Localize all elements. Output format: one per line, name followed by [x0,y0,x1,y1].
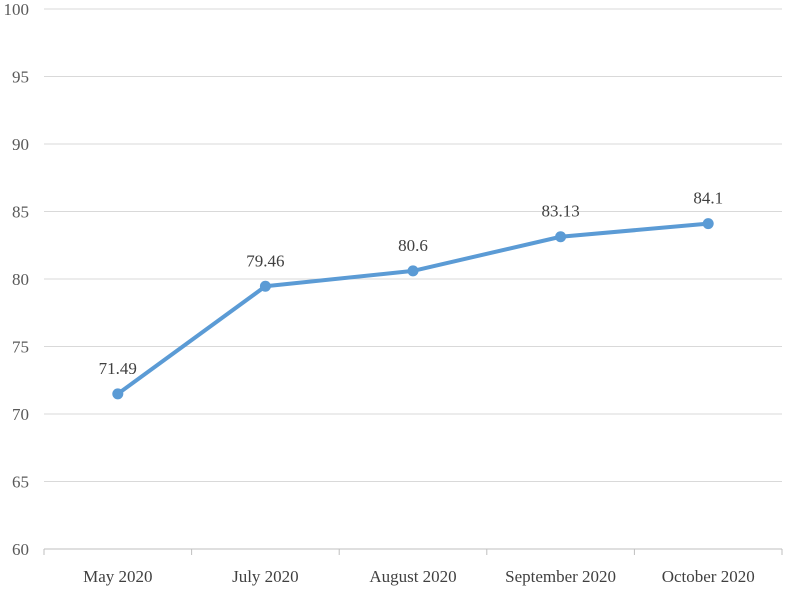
y-tick-label: 70 [12,405,29,424]
y-tick-label: 80 [12,270,29,289]
y-tick-label: 60 [12,540,29,559]
data-label: 71.49 [99,359,137,378]
y-tick-label: 95 [12,68,29,87]
data-point-marker [407,265,419,277]
gridlines [44,8,782,482]
y-tick-label: 75 [12,338,29,357]
data-label: 79.46 [246,251,284,270]
y-axis-tick-labels: 60 65 70 75 80 85 90 95 100 [4,0,30,559]
data-label: 84.1 [693,189,723,208]
x-category-label: July 2020 [232,567,299,586]
data-point-marker [112,388,124,400]
data-labels: 71.49 79.46 80.6 83.13 84.1 [99,189,723,378]
y-tick-label: 65 [12,473,29,492]
x-axis-category-labels: May 2020 July 2020 August 2020 September 20… [83,567,755,586]
data-point-marker [702,218,714,230]
x-axis [43,548,783,555]
x-category-label: August 2020 [369,567,456,586]
data-point-marker [259,280,271,292]
x-category-label: October 2020 [662,567,755,586]
y-tick-label: 85 [12,203,29,222]
data-label: 83.13 [541,202,579,221]
series-line-group [112,218,714,400]
y-tick-label: 100 [4,0,30,19]
x-category-label: May 2020 [83,567,152,586]
x-category-label: September 2020 [505,567,616,586]
y-tick-label: 90 [12,135,29,154]
data-label: 80.6 [398,236,428,255]
data-point-marker [555,231,567,243]
